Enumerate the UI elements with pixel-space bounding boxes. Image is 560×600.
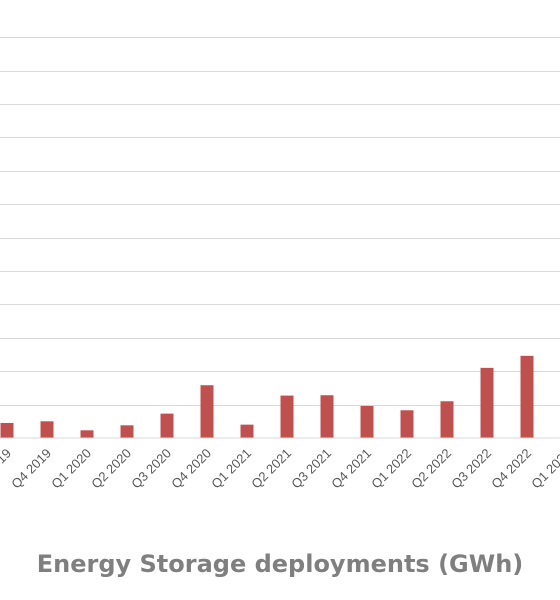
bar xyxy=(120,425,134,438)
bar xyxy=(240,424,254,438)
bar xyxy=(480,367,494,438)
x-tick-label: Q3 2021 xyxy=(288,446,334,492)
x-tick-label: Q4 2020 xyxy=(168,446,214,492)
x-tick-label: Q3 2022 xyxy=(448,446,494,492)
bar xyxy=(360,405,374,438)
bar xyxy=(160,413,174,438)
x-tick-label: Q4 2021 xyxy=(328,446,374,492)
x-tick-label: Q4 2022 xyxy=(488,446,534,492)
x-tick-label: Q1 2023 xyxy=(528,446,560,492)
bar xyxy=(440,401,454,438)
x-tick-label: Q1 2021 xyxy=(208,446,254,492)
bar xyxy=(0,422,14,438)
x-tick-label: Q2 2021 xyxy=(248,446,294,492)
bar xyxy=(400,410,414,438)
x-tick-label: Q4 2019 xyxy=(8,446,54,492)
x-axis-title: Energy Storage deployments (GWh) xyxy=(36,550,524,578)
x-tick-label: Q2 2020 xyxy=(88,446,134,492)
bar xyxy=(520,355,534,438)
bar xyxy=(40,421,54,438)
x-tick-label: Q3 2020 xyxy=(128,446,174,492)
bars xyxy=(0,355,534,438)
gridlines xyxy=(0,37,560,406)
bar xyxy=(280,395,294,438)
x-tick-label: Q1 2020 xyxy=(48,446,94,492)
bar xyxy=(320,395,334,438)
x-tick-label: Q1 2022 xyxy=(368,446,414,492)
bar xyxy=(80,430,94,438)
bar xyxy=(200,385,214,438)
x-tick-label: Q2 2022 xyxy=(408,446,454,492)
